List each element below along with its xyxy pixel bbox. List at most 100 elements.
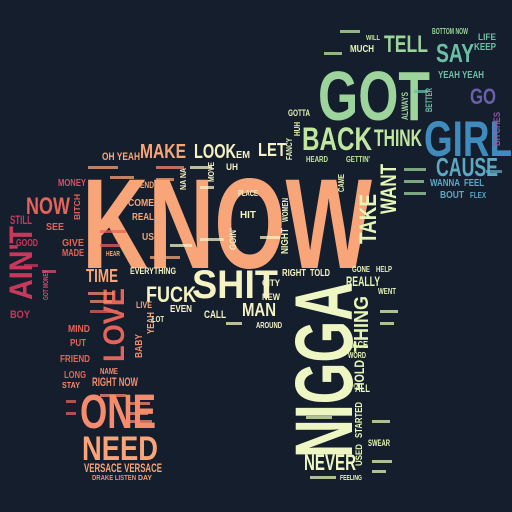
filler-mark [372, 460, 392, 463]
word-versace-versace: VERSACE VERSACE [84, 461, 162, 475]
word-see: SEE [46, 222, 64, 233]
word-fuck: FUCK [146, 282, 196, 307]
word-around: AROUND [256, 321, 282, 330]
word-shit: SHIT [192, 263, 278, 307]
word-man: MAN [242, 300, 276, 320]
word-better: BETTER [424, 88, 434, 112]
filler-mark [324, 52, 342, 55]
word-never: NEVER [304, 450, 356, 475]
filler-mark [130, 420, 152, 423]
filler-mark [404, 180, 424, 183]
word-cause: CAUSE [436, 152, 498, 182]
word-need: NEED [82, 430, 158, 468]
word-come: COME [128, 198, 154, 209]
word-started: STARTED [354, 402, 365, 438]
word-yeah: YEAH [146, 312, 157, 334]
filler-mark [414, 90, 428, 93]
word-friend: FRIEND [60, 354, 90, 365]
word-got: GOT [318, 57, 430, 135]
word-got-money: GOT MONEY [43, 270, 50, 300]
word-time: TIME [86, 266, 118, 286]
word-gettin: GETTIN' [346, 155, 370, 164]
word-night: NIGHT [280, 228, 291, 254]
filler-mark [404, 192, 426, 195]
word-em: EM [236, 150, 250, 161]
word-thing: THING [351, 296, 373, 352]
word-think: THINK [374, 125, 422, 152]
word-money: MONEY [58, 178, 86, 189]
word-told: TOLD [310, 268, 330, 279]
filler-mark [88, 292, 114, 295]
word-gone: GONE [352, 265, 371, 274]
filler-mark [90, 300, 112, 303]
word-even: EVEN [170, 304, 192, 315]
filler-mark [306, 416, 332, 419]
word-uh: UH [226, 162, 238, 172]
word-real: REAL [132, 212, 154, 223]
word-bitches: BITCHES [492, 112, 502, 146]
filler-mark [260, 236, 280, 239]
filler-mark [130, 402, 150, 405]
word-put: PUT [70, 338, 86, 349]
filler-mark [200, 186, 214, 189]
word-live: LIVE [136, 300, 152, 310]
filler-mark [66, 400, 76, 403]
word-bout: BOUT [440, 190, 464, 201]
word-wanna: WANNA [430, 178, 460, 189]
filler-mark [190, 166, 212, 169]
filler-mark [226, 322, 242, 325]
word-used: USED [354, 444, 364, 466]
word-say: SAY [436, 38, 474, 68]
word-yeah-yeah: YEAH YEAH [438, 70, 484, 81]
filler-mark [372, 470, 386, 473]
word-huh: HUH [293, 122, 302, 136]
word-bottom-now: BOTTOM NOW [432, 27, 468, 36]
filler-mark [100, 394, 126, 397]
word-stay: STAY [62, 381, 81, 390]
word-hold: HOLD [351, 360, 367, 390]
word-boy: BOY [10, 309, 31, 321]
word-word: WORD [348, 351, 366, 360]
filler-mark [24, 264, 38, 267]
filler-mark [130, 412, 148, 415]
word-everything: EVERYTHING [130, 266, 176, 276]
word-feel: FEEL [464, 178, 484, 189]
word-end: END [140, 180, 154, 190]
filler-mark [404, 168, 426, 171]
word-goin: GOIN' [228, 228, 238, 250]
word-take: TAKE [355, 194, 382, 244]
word-hear: HEAR [106, 251, 120, 258]
filler-mark [110, 176, 134, 179]
word-make: MAKE [140, 141, 186, 163]
word-yall: Y'ALL [348, 383, 370, 395]
word-right-now: RIGHT NOW [92, 375, 138, 389]
word-much: MUCH [350, 44, 374, 55]
word-mind: MIND [68, 324, 90, 335]
word-went: WENT [378, 287, 396, 296]
word-aint: AIN'T [3, 226, 39, 300]
word-now: NOW [26, 193, 70, 220]
word-feeling: FEELING [340, 475, 362, 482]
word-came: CAME [337, 173, 346, 192]
word-still: STILL [10, 213, 32, 227]
filler-mark [42, 270, 56, 273]
word-right: RIGHT [282, 268, 306, 279]
word-will: WILL [366, 35, 381, 42]
word-tell: TELL [384, 31, 428, 58]
word-go: GO [470, 84, 496, 109]
word-baby: BABY [134, 334, 145, 358]
filler-mark [380, 322, 394, 325]
word-hit: HIT [240, 210, 256, 221]
filler-mark [100, 230, 126, 233]
word-back: BACK [302, 121, 372, 157]
word-drake-listen: DRAKE LISTEN [92, 475, 136, 482]
word-made: MADE [62, 248, 84, 259]
word-fancy: FANCY [285, 137, 294, 160]
word-always: ALWAYS [400, 92, 410, 120]
word-city: CITY [262, 278, 280, 288]
filler-mark [88, 166, 118, 169]
word-heard: HEARD [306, 155, 328, 164]
word-give: GIVE [62, 238, 84, 249]
